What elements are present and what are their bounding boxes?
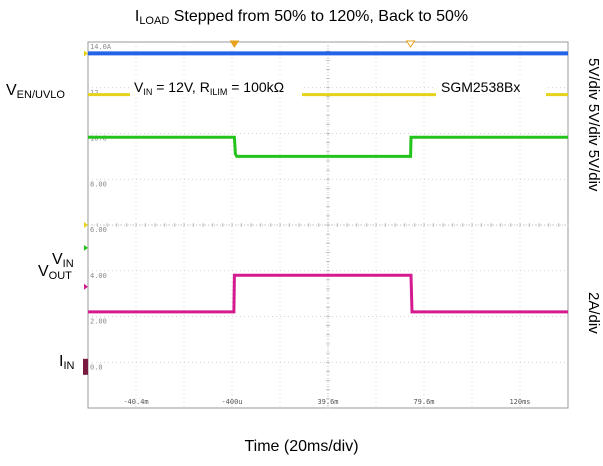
channel-label-en-uvlo: VEN/UVLO: [6, 82, 65, 101]
x-axis-label: Time (20ms/div): [244, 438, 359, 455]
plot-annotations: VIN = 12V, RILIM = 100kΩ SGM2538Bx: [134, 79, 520, 97]
grid-value-label: 0.0: [90, 363, 103, 371]
current-channel-marker: [83, 358, 88, 375]
channel-ground-marker: [84, 283, 88, 290]
channel-ground-marker: [84, 244, 88, 251]
event-marker: [405, 40, 416, 48]
grid-value-label: 2.00: [90, 318, 107, 326]
x-tick-label: 79.6m: [413, 398, 434, 406]
x-tick-label: 120ms: [509, 398, 530, 406]
channel-ground-marker: [84, 222, 88, 228]
grid-value-label: 8.00: [90, 180, 107, 188]
channel-ground-marker: [84, 50, 88, 57]
grid-value-label: 4.00: [90, 272, 107, 280]
x-tick-label: -400u: [221, 398, 242, 406]
waveform-trace-4: [88, 273, 568, 314]
chart-title: ILOAD Stepped from 50% to 120%, Back to …: [134, 8, 469, 27]
x-tick-label: 39.6m: [317, 398, 338, 406]
channel-label-vout: VOUT: [38, 263, 72, 282]
grid-value-label: 6.00: [90, 226, 107, 234]
scope-header-label: 14.0A: [90, 43, 112, 51]
event-marker: [229, 40, 240, 48]
test-conditions: VIN = 12V, RILIM = 100kΩ: [134, 79, 284, 97]
x-tick-label: -40.4m: [123, 398, 148, 406]
waveform-trace-3: [88, 135, 568, 158]
channel-label-vin: VIN: [52, 251, 74, 270]
device-name: SGM2538Bx: [441, 79, 520, 95]
channel-label-iin: IIN: [59, 353, 75, 372]
plot-marks: [83, 40, 546, 375]
device-backdrop: [436, 77, 546, 97]
current-scale-label: 2A/div: [585, 292, 602, 334]
voltage-scale-label: 5V/div 5V/div 5V/div: [585, 58, 602, 192]
annotation-backdrop: [130, 77, 302, 97]
grid-value-label: 12: [90, 89, 98, 97]
